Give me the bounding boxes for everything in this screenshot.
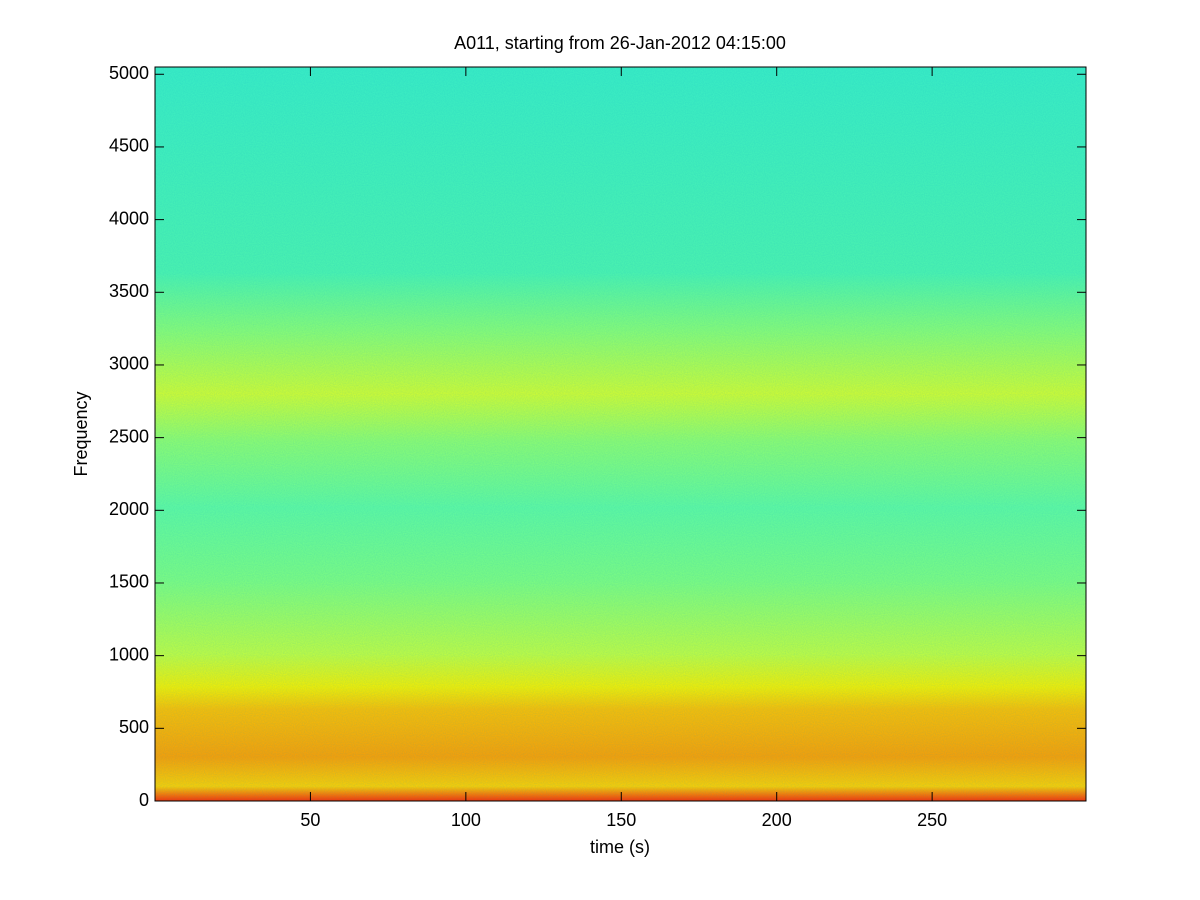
y-tick-label: 3500	[109, 281, 149, 301]
y-tick-label: 0	[139, 790, 149, 810]
x-tick-label: 250	[917, 810, 947, 830]
x-tick-label: 150	[606, 810, 636, 830]
spectrogram-texture	[155, 67, 1086, 801]
y-tick-label: 1500	[109, 572, 149, 592]
x-tick-label: 200	[762, 810, 792, 830]
y-tick-label: 500	[119, 717, 149, 737]
x-tick-label: 50	[300, 810, 320, 830]
x-axis-label: time (s)	[590, 837, 650, 857]
y-tick-label: 2000	[109, 499, 149, 519]
y-axis-label: Frequency	[71, 391, 91, 476]
y-tick-label: 4000	[109, 208, 149, 228]
chart-title: A011, starting from 26-Jan-2012 04:15:00	[454, 33, 786, 53]
x-tick-label: 100	[451, 810, 481, 830]
y-tick-label: 5000	[109, 63, 149, 83]
y-tick-label: 3000	[109, 354, 149, 374]
y-tick-label: 1000	[109, 644, 149, 664]
axes-box	[154, 66, 1087, 802]
y-tick-label: 4500	[109, 136, 149, 156]
y-tick-label: 2500	[109, 426, 149, 446]
